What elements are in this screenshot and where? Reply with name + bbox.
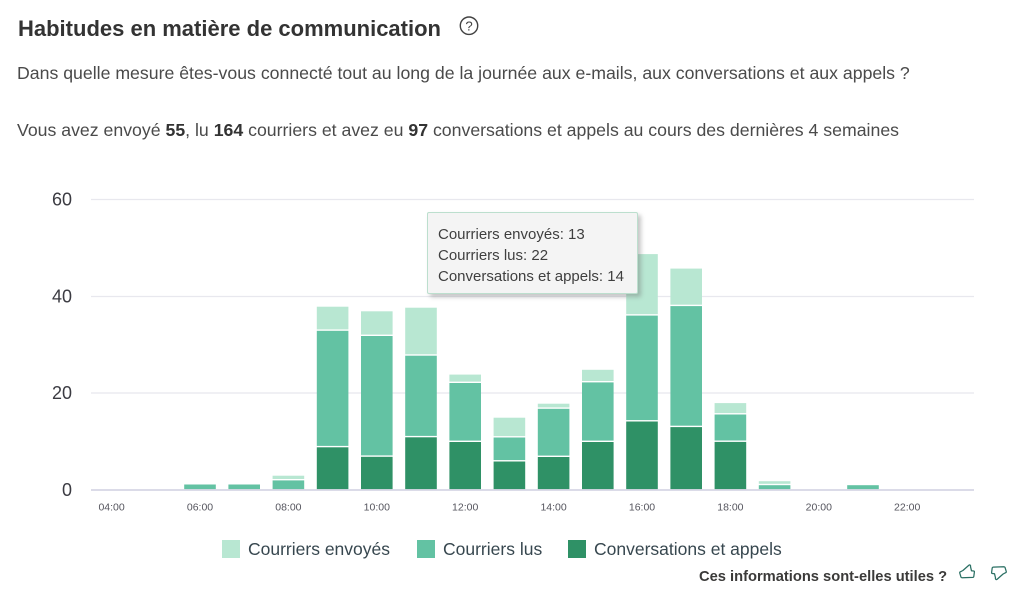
svg-text:40: 40 xyxy=(52,287,72,307)
svg-text:14:00: 14:00 xyxy=(540,502,566,514)
svg-text:?: ? xyxy=(465,18,472,33)
svg-text:16:00: 16:00 xyxy=(629,502,655,514)
svg-text:06:00: 06:00 xyxy=(187,502,213,514)
svg-text:0: 0 xyxy=(62,480,72,500)
svg-text:04:00: 04:00 xyxy=(98,502,124,514)
svg-text:18:00: 18:00 xyxy=(717,502,743,514)
svg-text:20:00: 20:00 xyxy=(806,502,832,514)
svg-text:22:00: 22:00 xyxy=(894,502,920,514)
svg-text:08:00: 08:00 xyxy=(275,502,301,514)
svg-text:12:00: 12:00 xyxy=(452,502,478,514)
svg-text:60: 60 xyxy=(52,190,72,210)
svg-text:10:00: 10:00 xyxy=(364,502,390,514)
svg-text:20: 20 xyxy=(52,383,72,403)
